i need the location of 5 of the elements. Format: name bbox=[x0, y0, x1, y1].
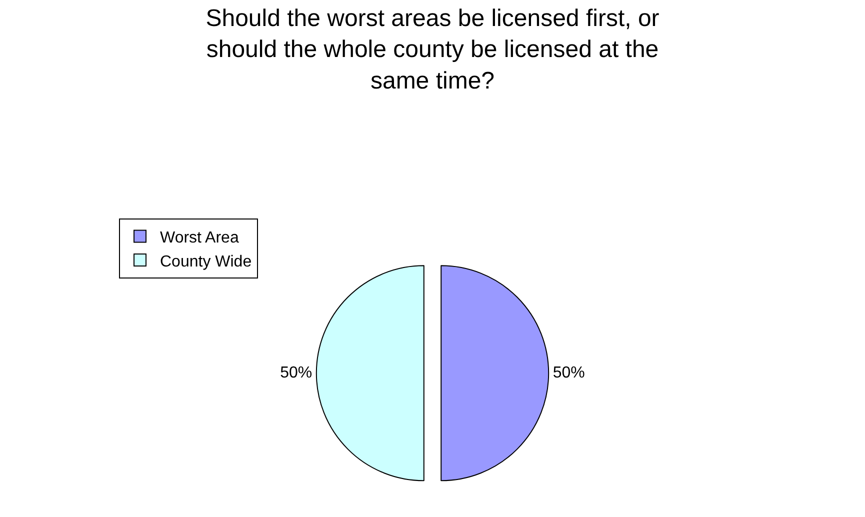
data-label: 50% bbox=[552, 364, 585, 382]
legend-label: County Wide bbox=[160, 253, 252, 270]
legend-label: Worst Area bbox=[160, 230, 239, 246]
chart-title: Should the worst areas be licensed first, or should the whole county be licensed at the same time? bbox=[206, 4, 660, 94]
data-label: 50% bbox=[280, 364, 312, 382]
